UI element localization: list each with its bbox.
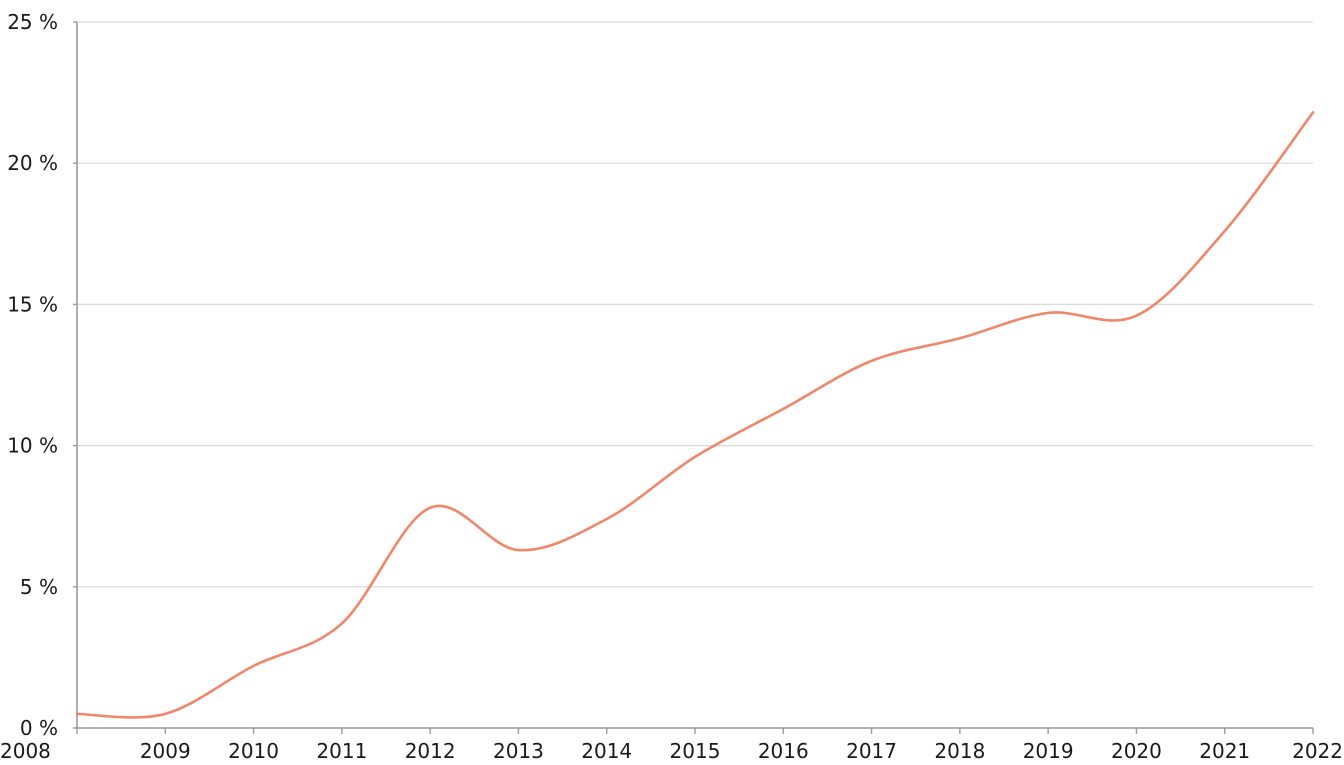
series-group — [75, 111, 1315, 719]
x-tick-label: 2015 — [670, 739, 721, 763]
y-tick-label: 25 % — [7, 10, 58, 34]
x-tick-label: 2008 — [0, 739, 51, 763]
y-axis-ticks: 0 % 5 % 10 % 15 % 20 % 25 % — [7, 10, 77, 740]
x-tick-label: 2016 — [758, 739, 809, 763]
x-tick-label: 2012 — [405, 739, 456, 763]
x-axis-ticks: 2008 2009 2010 2011 2012 2013 2014 2015 2016 2017… — [0, 728, 1343, 763]
y-tick-label: 5 % — [20, 575, 58, 599]
x-tick-label: 2020 — [1111, 739, 1162, 763]
x-tick-label: 2018 — [934, 739, 985, 763]
y-tick-label: 0 % — [20, 716, 58, 740]
x-tick-label: 2021 — [1199, 739, 1250, 763]
x-tick-label: 2011 — [316, 739, 367, 763]
x-tick-label: 2017 — [846, 739, 897, 763]
series-line-0 — [75, 111, 1315, 719]
y-tick-label: 10 % — [7, 434, 58, 458]
y-tick-label: 15 % — [7, 292, 58, 316]
x-tick-label: 2009 — [140, 739, 191, 763]
gridlines — [77, 21, 1313, 588]
x-tick-label: 2014 — [581, 739, 632, 763]
x-tick-label: 2010 — [228, 739, 279, 763]
y-tick-label: 20 % — [7, 151, 58, 175]
x-tick-label: 2022 — [1292, 739, 1343, 763]
x-tick-label: 2013 — [493, 739, 544, 763]
x-tick-label: 2019 — [1023, 739, 1074, 763]
